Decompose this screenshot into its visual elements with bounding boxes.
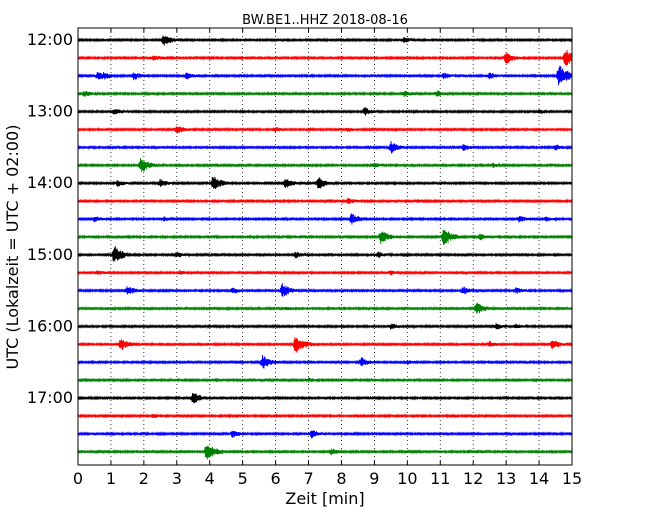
y-tick-label: 15:00 <box>27 245 73 264</box>
seismic-trace-1500 <box>77 246 573 262</box>
seismic-trace-1315 <box>77 126 573 134</box>
x-tick-label: 9 <box>369 469 379 488</box>
chart-title: BW.BE1..HHZ 2018-08-16 <box>242 13 408 28</box>
x-tick-label: 3 <box>172 469 182 488</box>
seismic-trace-1445 <box>77 229 573 246</box>
seismic-trace-1630 <box>77 354 573 369</box>
seismic-trace-1200 <box>77 35 573 46</box>
seismic-trace-1530 <box>77 283 573 297</box>
y-tick-label: 16:00 <box>27 316 73 335</box>
seismic-trace-1215 <box>77 49 573 66</box>
seismic-traces <box>77 35 573 460</box>
seismic-trace-1615 <box>77 337 573 353</box>
x-tick-label: 13 <box>496 469 516 488</box>
y-tick-label: 14:00 <box>27 173 73 192</box>
x-tick-label: 1 <box>106 469 116 488</box>
grid-lines <box>110 28 540 465</box>
y-tick-label: 17:00 <box>27 388 73 407</box>
x-tick-label: 6 <box>271 469 281 488</box>
x-tick-label: 15 <box>562 469 582 488</box>
x-tick-label: 5 <box>238 469 248 488</box>
seismic-trace-1230 <box>77 65 573 86</box>
seismic-trace-1700 <box>77 393 573 404</box>
x-tick-label: 4 <box>205 469 215 488</box>
x-tick-label: 7 <box>303 469 313 488</box>
axes: 0 1 2 3 4 5 6 7 8 9 10 11 12 13 14 1512:0013:0014:0015:… <box>27 28 582 488</box>
x-tick-label: 0 <box>73 469 83 488</box>
y-axis-label: UTC (Lokalzeit = UTC + 02:00) <box>3 125 22 370</box>
seismic-trace-1400 <box>77 176 573 190</box>
x-tick-label: 11 <box>430 469 450 488</box>
x-tick-label: 8 <box>336 469 346 488</box>
y-tick-label: 12:00 <box>27 30 73 49</box>
plot-frame <box>77 27 573 466</box>
seismic-trace-1715 <box>77 413 573 419</box>
x-tick-label: 10 <box>397 469 417 488</box>
seismic-trace-1745 <box>77 445 573 460</box>
seismic-trace-1545 <box>77 302 573 314</box>
x-tick-label: 14 <box>529 469 549 488</box>
x-tick-label: 2 <box>139 469 149 488</box>
seismic-trace-1730 <box>77 430 573 439</box>
seismic-trace-1600 <box>77 323 573 330</box>
seismic-trace-1345 <box>77 157 573 172</box>
seismic-trace-1245 <box>77 90 573 98</box>
seismic-trace-1515 <box>77 269 573 276</box>
x-tick-label: 12 <box>463 469 483 488</box>
x-axis-label: Zeit [min] <box>285 489 364 508</box>
seismic-trace-1415 <box>77 197 573 205</box>
y-tick-label: 13:00 <box>27 102 73 121</box>
seismic-trace-1300 <box>77 107 573 116</box>
seismic-trace-1645 <box>77 377 573 383</box>
seismic-trace-1330 <box>77 140 573 154</box>
seismic-trace-1430 <box>77 213 573 225</box>
